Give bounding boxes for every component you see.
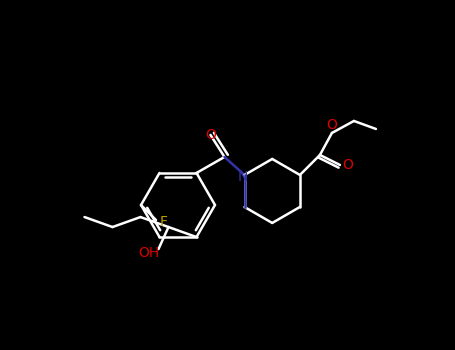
Text: F: F xyxy=(160,215,168,229)
Text: O: O xyxy=(327,118,337,132)
Text: OH: OH xyxy=(138,246,159,260)
Text: O: O xyxy=(343,158,354,172)
Text: O: O xyxy=(205,128,216,142)
Text: N: N xyxy=(238,170,248,184)
